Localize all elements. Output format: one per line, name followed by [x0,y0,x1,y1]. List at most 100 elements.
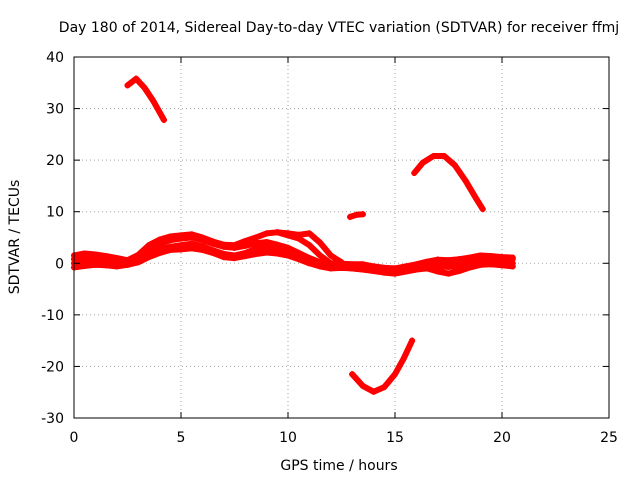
data-point [349,265,356,272]
data-point [252,234,259,241]
y-axis-label: SDTVAR / TECUs [7,180,23,295]
data-point [178,246,184,253]
data-point [441,153,448,160]
data-point [210,238,217,245]
x-tick-label: 25 [600,430,618,446]
data-point [338,259,345,266]
data-point [445,257,452,264]
data-point [477,252,484,259]
data-point [499,254,505,261]
data-point [413,266,420,273]
data-point [103,262,110,269]
data-point [445,270,452,277]
x-tick-label: 5 [177,430,186,446]
series-arc-1-high [124,75,167,123]
data-point [353,211,360,218]
data-point [381,268,388,275]
data-point [274,241,281,248]
data-point [392,269,398,276]
y-tick-labels: -30 -20 -10 0 10 20 30 40 [41,50,64,427]
y-tick-label: 10 [46,205,64,221]
data-point [133,75,140,82]
data-point [306,260,313,267]
data-point [456,256,463,263]
data-point [220,241,227,248]
data-point [462,177,469,184]
data-point [124,261,131,268]
axis-ticks [73,56,610,419]
data-point [359,266,366,273]
data-point [317,239,324,246]
data-point [456,268,463,275]
data-point [400,355,407,362]
data-point [242,238,249,245]
data-point [473,195,480,202]
data-point [327,265,334,272]
data-point [178,232,184,239]
x-tick-label: 10 [279,430,297,446]
data-point [424,265,431,272]
data-point [306,242,313,249]
y-tick-label: 40 [46,50,64,66]
data-point [274,250,281,257]
data-point [419,159,426,166]
y-tick-label: 20 [46,153,64,169]
y-tick-label: -20 [41,359,64,375]
data-point [231,255,238,262]
x-tick-label: 20 [493,430,511,446]
data-point [263,230,270,237]
data-point [242,253,249,260]
data-point [274,229,281,236]
data-point [392,371,398,378]
data-point [188,245,195,252]
data-point [338,264,345,271]
data-point [499,262,505,269]
data-point [285,230,291,237]
data-point [509,254,516,261]
data-point [199,246,206,253]
data-point [113,263,120,270]
data-point [413,261,420,268]
data-point [124,82,131,89]
data-point [317,263,324,270]
data-point [317,252,324,259]
data-point [409,337,416,344]
y-tick-label: 0 [55,256,64,272]
chart-title: Day 180 of 2014, Sidereal Day-to-day VTE… [59,20,619,36]
data-point [252,245,259,252]
data-point [370,267,377,274]
data-point [210,249,217,256]
data-point [160,116,167,123]
data-point [295,231,302,238]
data-point [199,234,206,241]
data-point [370,388,377,395]
data-point [488,261,495,268]
y-tick-label: 30 [46,102,64,118]
data-point [145,242,152,249]
data-point [252,240,259,247]
data-point [451,162,458,169]
data-point [402,268,409,275]
data-point [141,84,148,91]
data-point [103,253,110,260]
data-point [466,264,473,271]
data-point [167,233,174,240]
data-point [349,371,356,378]
data-point [359,383,366,390]
data-point [359,211,366,218]
y-tick-label: -10 [41,308,64,324]
y-tick-label: -30 [41,411,64,427]
data-point [359,261,366,268]
x-axis-label: GPS time / hours [280,458,397,474]
data-point [445,263,452,270]
data-point [220,254,227,261]
data-point [92,251,99,258]
data-point [411,170,418,177]
plot-frame [73,56,610,419]
x-tick-label: 15 [386,430,404,446]
data-point [135,252,142,259]
data-point [466,254,473,261]
x-tick-labels: 0 5 10 15 20 25 [70,430,618,446]
data-point [347,213,354,220]
